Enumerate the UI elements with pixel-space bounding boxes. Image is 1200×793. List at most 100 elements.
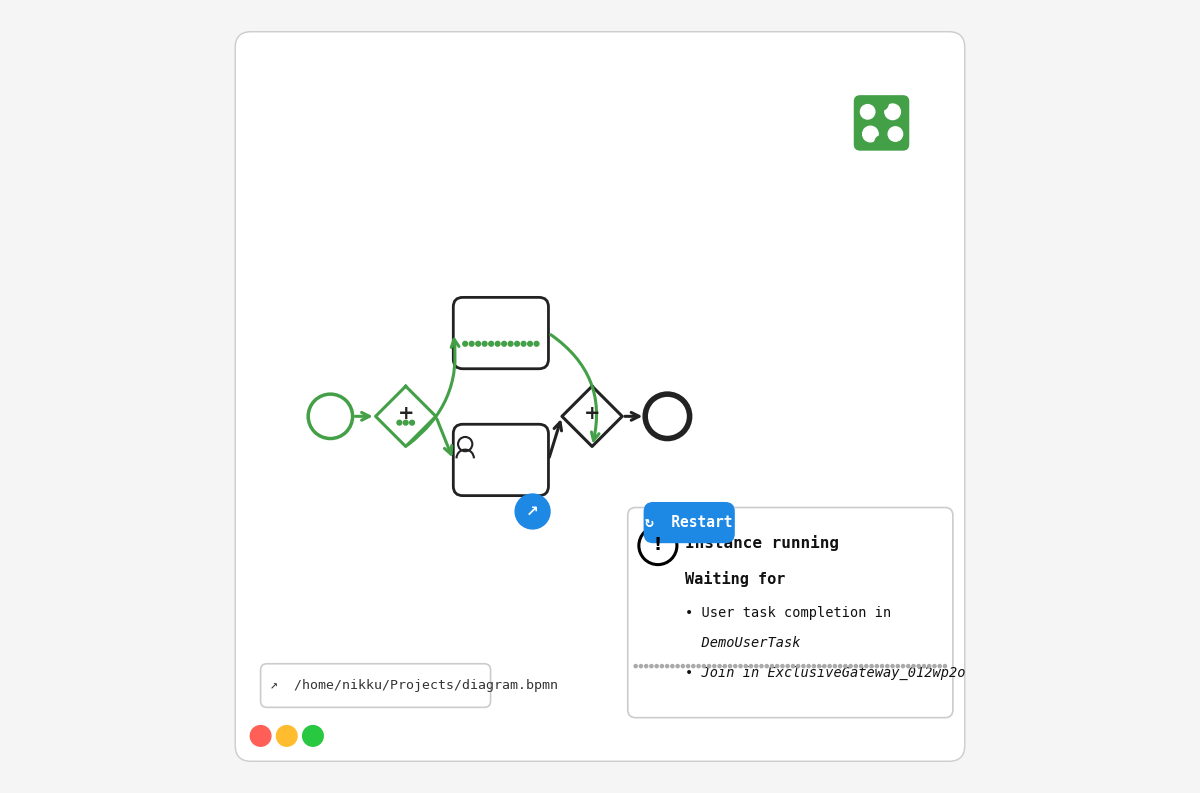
Circle shape [713, 665, 716, 668]
Circle shape [634, 665, 637, 668]
Circle shape [823, 665, 826, 668]
Circle shape [469, 341, 474, 346]
Circle shape [791, 665, 794, 668]
Circle shape [708, 665, 710, 668]
Circle shape [863, 126, 878, 142]
FancyBboxPatch shape [628, 508, 953, 718]
Circle shape [928, 665, 931, 668]
Circle shape [686, 665, 690, 668]
Circle shape [515, 494, 550, 529]
FancyBboxPatch shape [853, 95, 910, 151]
Circle shape [886, 665, 889, 668]
Circle shape [739, 665, 742, 668]
Circle shape [865, 665, 868, 668]
FancyBboxPatch shape [260, 664, 491, 707]
Circle shape [812, 665, 816, 668]
Circle shape [463, 341, 468, 346]
Circle shape [534, 341, 539, 346]
Circle shape [502, 341, 506, 346]
Circle shape [482, 341, 487, 346]
Circle shape [251, 726, 271, 746]
Circle shape [802, 665, 805, 668]
Circle shape [728, 665, 732, 668]
FancyBboxPatch shape [454, 424, 548, 496]
Circle shape [932, 665, 936, 668]
Text: Waiting for: Waiting for [685, 571, 785, 587]
Circle shape [302, 726, 323, 746]
Text: ↗: ↗ [527, 504, 539, 519]
Circle shape [755, 665, 758, 668]
Text: ↗  /home/nikku/Projects/diagram.bpmn: ↗ /home/nikku/Projects/diagram.bpmn [270, 679, 558, 692]
Circle shape [403, 420, 408, 425]
Text: +: + [584, 404, 600, 423]
Circle shape [488, 341, 493, 346]
Circle shape [724, 665, 726, 668]
Circle shape [521, 341, 526, 346]
Text: • Join in ExclusiveGateway_012wp2o: • Join in ExclusiveGateway_012wp2o [685, 666, 965, 680]
Circle shape [912, 665, 916, 668]
Text: • User task completion in: • User task completion in [685, 606, 892, 620]
Circle shape [733, 665, 737, 668]
Circle shape [901, 665, 905, 668]
Circle shape [808, 665, 810, 668]
FancyBboxPatch shape [235, 32, 965, 761]
Circle shape [475, 341, 480, 346]
Circle shape [828, 665, 832, 668]
Circle shape [666, 665, 668, 668]
Circle shape [917, 665, 920, 668]
Circle shape [775, 665, 779, 668]
Circle shape [660, 665, 664, 668]
Circle shape [509, 341, 512, 346]
Circle shape [850, 665, 852, 668]
Circle shape [884, 104, 900, 120]
Text: +: + [397, 404, 414, 423]
Circle shape [923, 665, 925, 668]
Circle shape [875, 665, 878, 668]
Circle shape [943, 665, 947, 668]
Circle shape [697, 665, 700, 668]
Circle shape [875, 97, 888, 110]
Circle shape [770, 665, 774, 668]
Circle shape [888, 127, 902, 141]
Circle shape [718, 665, 721, 668]
Text: !: ! [654, 536, 662, 554]
FancyBboxPatch shape [454, 297, 548, 369]
Circle shape [859, 665, 863, 668]
Circle shape [638, 527, 677, 565]
Circle shape [397, 420, 402, 425]
Circle shape [844, 665, 847, 668]
Circle shape [308, 394, 353, 439]
Circle shape [833, 665, 836, 668]
Circle shape [691, 665, 695, 668]
Circle shape [655, 665, 659, 668]
Polygon shape [562, 386, 623, 446]
Circle shape [276, 726, 298, 746]
Circle shape [515, 341, 520, 346]
Circle shape [817, 665, 821, 668]
Circle shape [854, 665, 858, 668]
Circle shape [760, 665, 763, 668]
Circle shape [890, 665, 894, 668]
Text: DemoUserTask: DemoUserTask [685, 636, 800, 650]
Circle shape [896, 665, 899, 668]
Circle shape [881, 665, 883, 668]
Circle shape [781, 665, 784, 668]
Circle shape [528, 341, 533, 346]
Circle shape [496, 341, 500, 346]
Circle shape [766, 665, 768, 668]
Circle shape [676, 665, 679, 668]
Circle shape [938, 665, 941, 668]
Circle shape [640, 665, 642, 668]
Circle shape [671, 665, 674, 668]
Text: ↻  Restart: ↻ Restart [646, 515, 733, 530]
Circle shape [702, 665, 706, 668]
FancyBboxPatch shape [643, 502, 734, 543]
Circle shape [797, 665, 799, 668]
Circle shape [875, 136, 888, 149]
Circle shape [646, 394, 690, 439]
Circle shape [682, 665, 684, 668]
Circle shape [650, 665, 653, 668]
Circle shape [907, 665, 910, 668]
Circle shape [644, 665, 648, 668]
Circle shape [744, 665, 748, 668]
